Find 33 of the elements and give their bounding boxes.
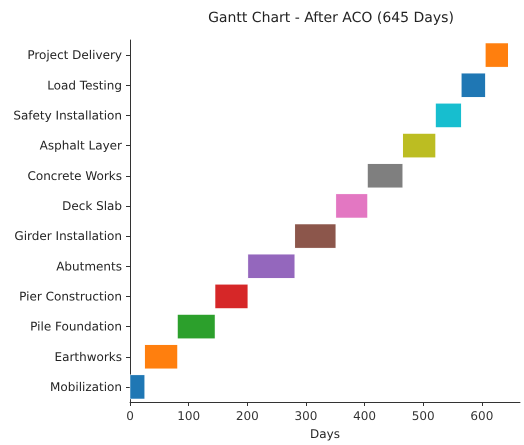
y-tick-label: Earthworks: [54, 350, 122, 364]
bar: [294, 224, 336, 248]
bar: [402, 133, 436, 158]
y-tick-label: Deck Slab: [62, 198, 122, 213]
bar: [144, 344, 178, 370]
bar: [485, 42, 509, 68]
y-tick-label: Asphalt Layer: [40, 138, 122, 153]
x-tick-label: 500: [412, 409, 435, 423]
y-tick-label: Pier Construction: [19, 289, 122, 304]
x-tick-label: 400: [353, 409, 376, 423]
y-tick-label: Pile Foundation: [30, 320, 122, 334]
bar: [461, 72, 486, 98]
bar: [367, 163, 403, 188]
y-tick-label: Abutments: [56, 259, 122, 274]
bar: [130, 374, 145, 400]
bar: [177, 314, 216, 339]
y-tick-label: Load Testing: [47, 78, 122, 92]
bar: [214, 284, 248, 309]
x-axis-title: Days: [310, 427, 340, 441]
x-tick-label: 0: [126, 409, 134, 423]
y-tick-label: Mobilization: [50, 380, 122, 394]
bar: [248, 254, 296, 279]
bar: [435, 103, 462, 128]
y-tick-label: Girder Installation: [14, 229, 122, 244]
x-tick-label: 300: [294, 409, 318, 423]
y-tick-label: Project Delivery: [27, 48, 122, 62]
x-tick-label: 200: [236, 409, 259, 423]
x-tick-label: 100: [177, 409, 200, 423]
chart-title: Gantt Chart - After ACO (645 Days): [208, 10, 454, 26]
bar: [336, 194, 368, 218]
y-tick-label: Concrete Works: [27, 168, 122, 183]
y-tick-label: Safety Installation: [13, 108, 122, 122]
x-tick-label: 600: [470, 409, 494, 423]
